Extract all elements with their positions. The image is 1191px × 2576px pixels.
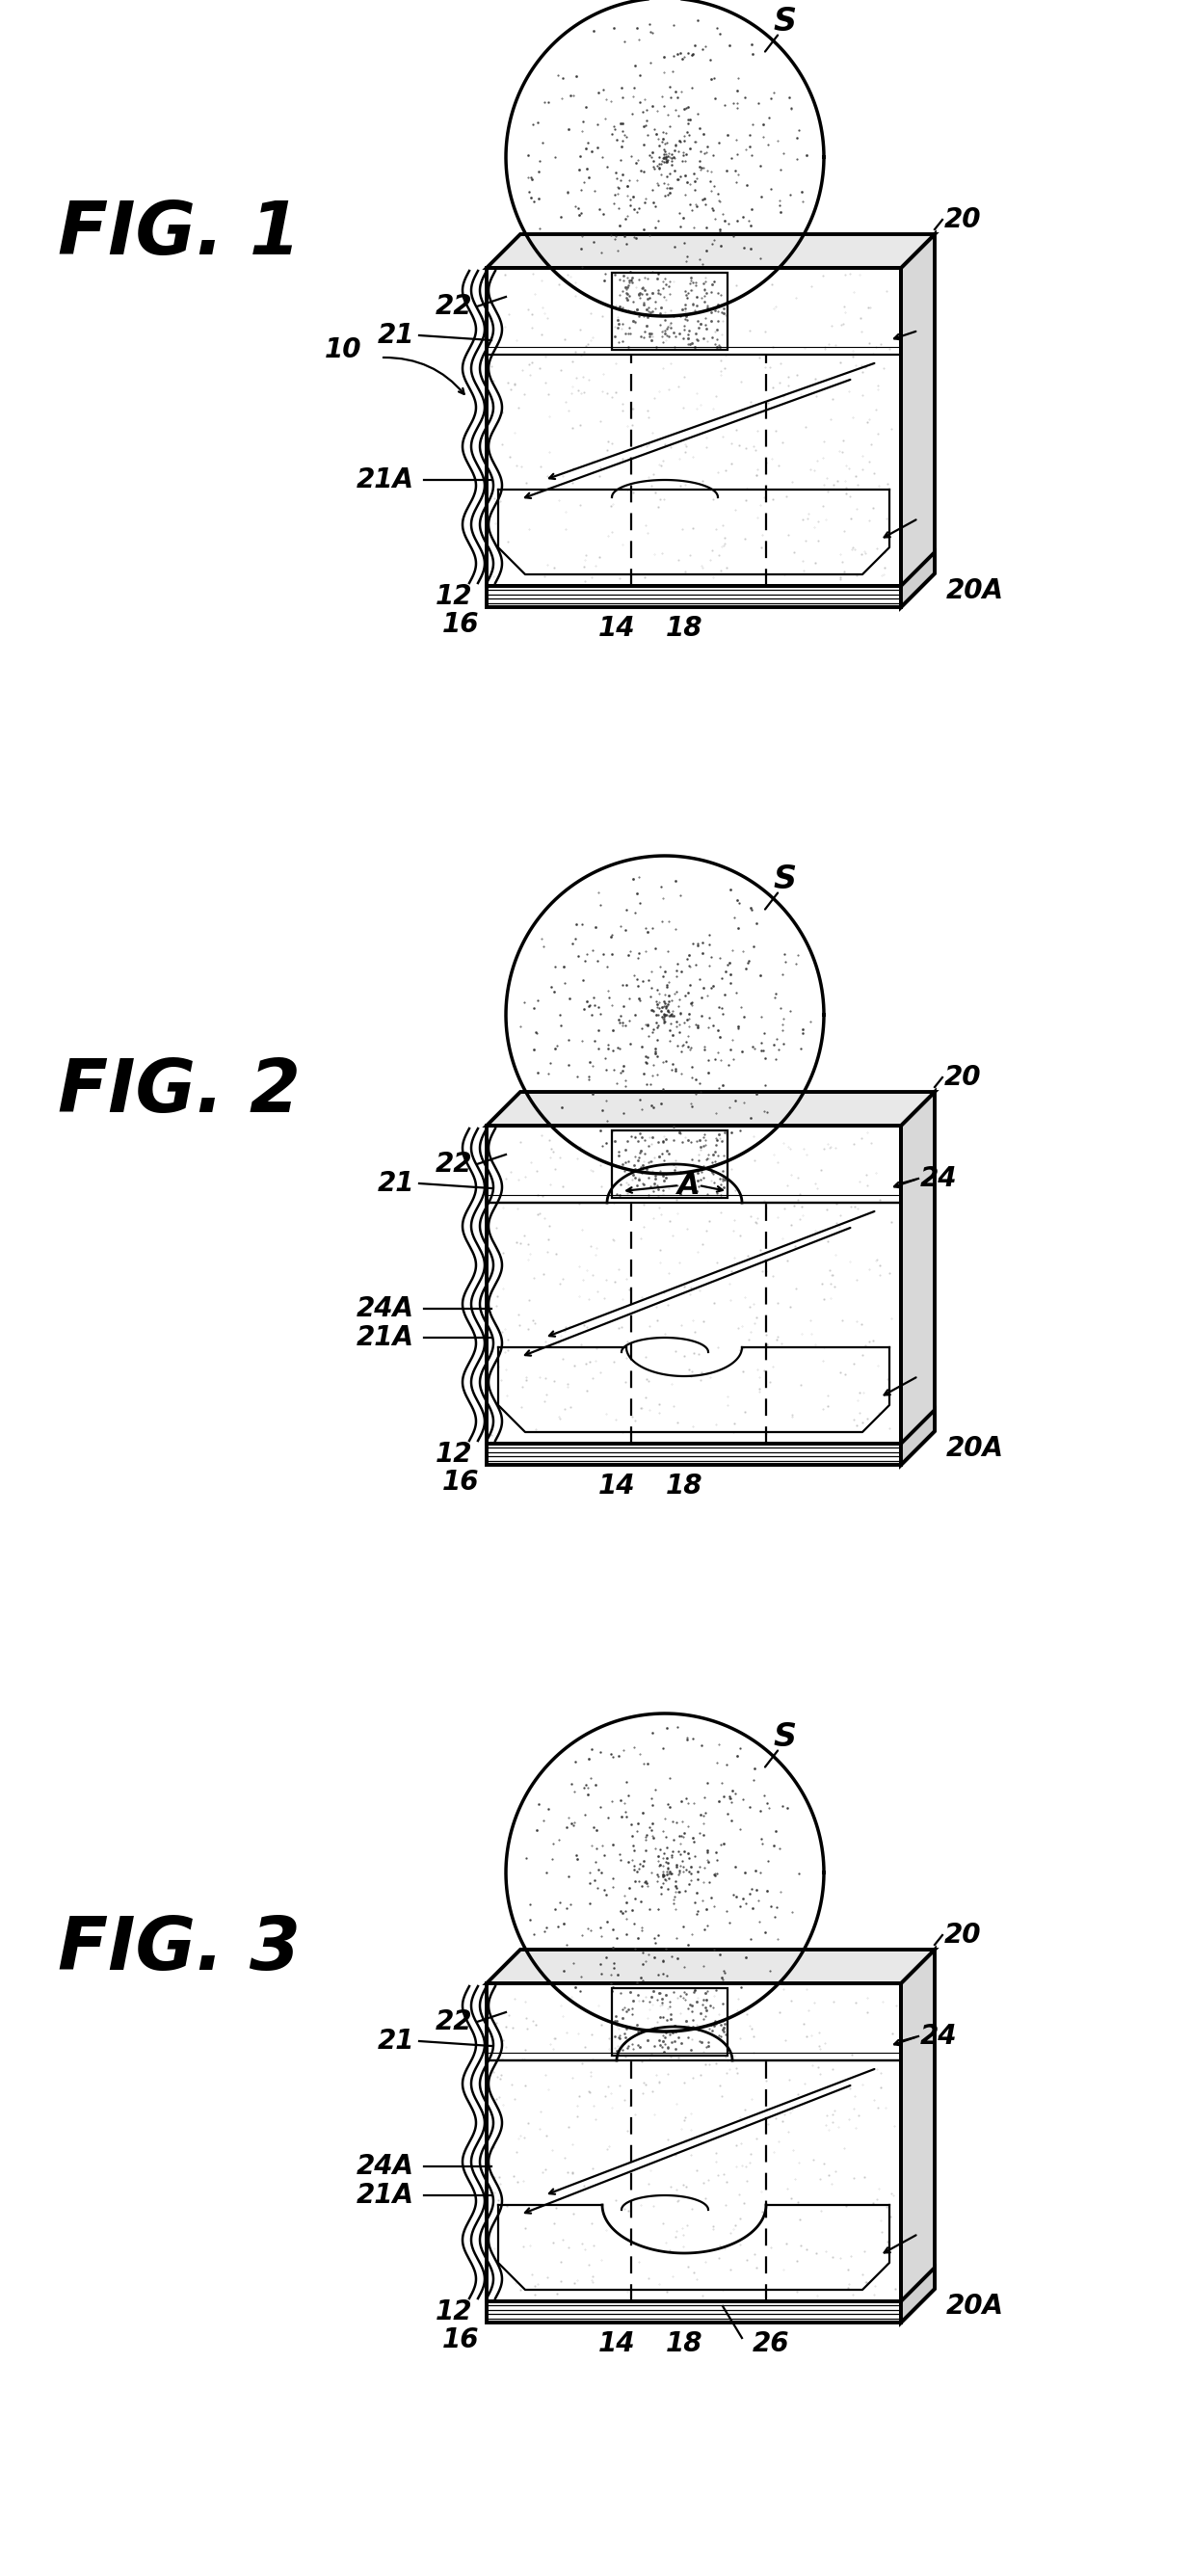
Polygon shape [487, 585, 900, 608]
Text: 14: 14 [598, 2331, 635, 2357]
Text: 24A: 24A [356, 1296, 414, 1321]
Text: 14: 14 [598, 616, 635, 641]
Text: 20A: 20A [946, 2293, 1004, 2318]
Text: 22: 22 [435, 2009, 472, 2035]
Text: S: S [773, 5, 796, 39]
Text: 21A: 21A [356, 466, 414, 495]
Text: 16: 16 [442, 2326, 479, 2354]
Text: 24: 24 [921, 2022, 958, 2050]
Text: 10: 10 [324, 337, 361, 363]
Text: 20: 20 [944, 1064, 981, 1090]
Polygon shape [487, 2300, 900, 2324]
Text: 16: 16 [442, 611, 479, 639]
Text: 24A: 24A [356, 2154, 414, 2179]
Text: 12: 12 [435, 582, 472, 611]
Text: 18: 18 [666, 2331, 703, 2357]
Text: FIG. 1: FIG. 1 [58, 198, 300, 270]
Polygon shape [900, 2267, 935, 2324]
Polygon shape [487, 234, 935, 268]
Text: FIG. 2: FIG. 2 [58, 1056, 300, 1128]
Text: 12: 12 [435, 2298, 472, 2326]
Polygon shape [900, 1950, 935, 2324]
Polygon shape [900, 551, 935, 608]
Text: 20A: 20A [946, 577, 1004, 605]
Text: 21: 21 [378, 322, 414, 348]
Polygon shape [487, 1092, 935, 1126]
Text: 22: 22 [435, 1151, 472, 1177]
Text: S: S [773, 1721, 796, 1754]
Text: S: S [773, 863, 796, 896]
Text: 21: 21 [378, 2027, 414, 2056]
Polygon shape [900, 1409, 935, 1466]
Text: FIG. 3: FIG. 3 [58, 1914, 300, 1986]
Text: 20: 20 [944, 1922, 981, 1947]
Text: 21A: 21A [356, 1324, 414, 1352]
Text: 18: 18 [666, 616, 703, 641]
Text: 18: 18 [666, 1473, 703, 1499]
Text: 21: 21 [378, 1170, 414, 1198]
Polygon shape [487, 1950, 935, 1984]
Polygon shape [487, 1443, 900, 1466]
Text: 12: 12 [435, 1440, 472, 1468]
Polygon shape [900, 1092, 935, 1466]
Text: 21A: 21A [356, 2182, 414, 2208]
Text: 24: 24 [921, 1164, 958, 1193]
Text: 22: 22 [435, 294, 472, 319]
Text: 14: 14 [598, 1473, 635, 1499]
Text: 16: 16 [442, 1468, 479, 1497]
Polygon shape [900, 234, 935, 608]
Text: 26: 26 [753, 2331, 790, 2357]
Text: 20: 20 [944, 206, 981, 234]
Text: A: A [678, 1172, 700, 1200]
Text: 20A: 20A [946, 1435, 1004, 1463]
